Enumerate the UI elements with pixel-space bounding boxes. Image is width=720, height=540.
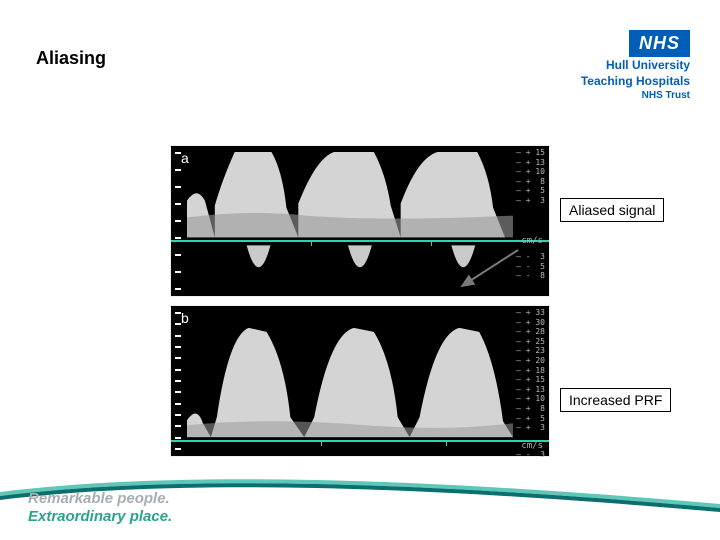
panel-a-letter: a xyxy=(181,150,189,166)
footer-line1: Remarkable people. xyxy=(28,490,172,508)
panel-b-baseline xyxy=(171,440,549,442)
nhs-logo: NHS Hull University Teaching Hospitals N… xyxy=(581,30,690,101)
logo-org-line1: Hull University xyxy=(581,59,690,73)
slide-root: Aliasing NHS Hull University Teaching Ho… xyxy=(0,0,720,540)
panel-a-left-ticks xyxy=(175,152,187,290)
nhs-badge: NHS xyxy=(629,30,690,57)
slide-footer: Remarkable people. Extraordinary place. xyxy=(0,474,720,540)
aliased-arrow-icon xyxy=(454,246,524,294)
panel-a-baseline xyxy=(171,240,549,242)
annotation-aliased: Aliased signal xyxy=(560,198,664,222)
panel-b-left-ticks xyxy=(175,312,187,450)
panel-b-letter: b xyxy=(181,310,189,326)
slide-title: Aliasing xyxy=(36,48,106,69)
footer-line2: Extraordinary place. xyxy=(28,508,172,526)
footer-tagline: Remarkable people. Extraordinary place. xyxy=(28,490,172,526)
panel-a-scale-pos: — + 15— + 13— + 10— + 8— + 5— + 3 xyxy=(516,148,545,206)
annotation-increased-prf: Increased PRF xyxy=(560,388,671,412)
logo-trust: NHS Trust xyxy=(581,90,690,101)
panel-b-scale-pos: — + 33— + 30— + 28— + 25— + 23— + 20— + … xyxy=(516,308,545,433)
panel-b-waveform xyxy=(187,306,513,457)
panel-b-scale-neg: — - 3 xyxy=(516,450,545,460)
logo-org-line2: Teaching Hospitals xyxy=(581,75,690,89)
doppler-panels: a — + 15— + 13— + 10— + 8— + 5— + 3 cm/s… xyxy=(170,145,550,465)
panel-a-units: cm/s xyxy=(521,236,543,246)
panel-b: b — + 33— + 30— + 28— + 25— + 23— + 20— … xyxy=(170,305,550,457)
